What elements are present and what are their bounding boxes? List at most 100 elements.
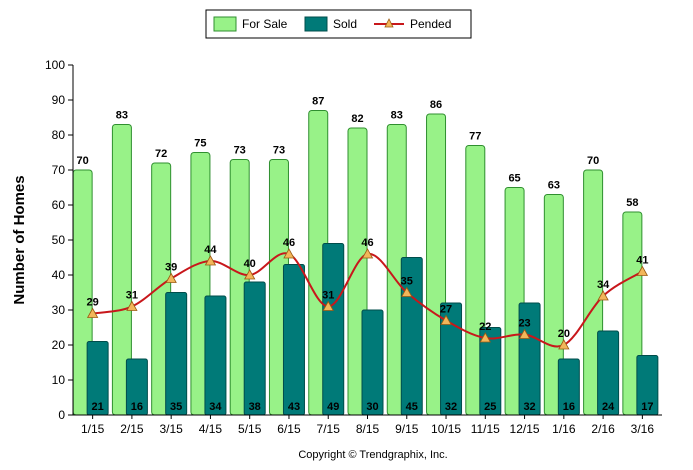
- x-tick-label: 3/15: [159, 422, 183, 436]
- x-tick-label: 8/15: [356, 422, 380, 436]
- pended-marker: [558, 339, 570, 350]
- pended-marker: [244, 269, 256, 280]
- sold-bar: [322, 243, 345, 416]
- x-tick-label: 2/15: [120, 422, 144, 436]
- pended-value-label: 46: [283, 237, 295, 249]
- sold-value-label: 45: [406, 401, 418, 413]
- x-tick-label: 11/15: [471, 422, 500, 436]
- pended-marker: [322, 300, 334, 311]
- for-sale-value-label: 75: [194, 138, 206, 150]
- pended-value-label: 39: [165, 262, 177, 274]
- y-tick-label: 30: [52, 303, 66, 317]
- x-tick-label: 9/15: [395, 422, 419, 436]
- sold-value-label: 35: [170, 401, 182, 413]
- for-sale-value-label: 87: [312, 96, 324, 108]
- sold-bar: [361, 309, 384, 416]
- pended-value-label: 46: [361, 237, 373, 249]
- for-sale-value-label: 83: [391, 110, 403, 122]
- y-tick-label: 40: [52, 268, 66, 282]
- sold-value-label: 43: [288, 401, 300, 413]
- sold-value-label: 49: [327, 401, 339, 413]
- pended-value-label: 23: [518, 318, 530, 330]
- x-tick-label: 2/16: [591, 422, 615, 436]
- x-tick-label: 10/15: [431, 422, 461, 436]
- for-sale-value-label: 70: [587, 155, 599, 167]
- for-sale-value-label: 65: [508, 173, 520, 185]
- y-tick-label: 20: [52, 338, 66, 352]
- y-tick-label: 0: [58, 408, 65, 422]
- pended-marker: [361, 248, 374, 259]
- sold-value-label: 32: [523, 401, 535, 413]
- pended-marker: [165, 272, 177, 283]
- sold-value-label: 38: [249, 401, 261, 413]
- sold-value-label: 16: [563, 401, 575, 413]
- for-sale-value-label: 82: [351, 113, 363, 125]
- pended-marker: [636, 265, 649, 276]
- sold-value-label: 25: [484, 401, 496, 413]
- pended-value-label: 35: [401, 276, 413, 288]
- x-tick-label: 12/15: [510, 422, 540, 436]
- sold-bar: [243, 281, 266, 416]
- y-tick-label: 10: [52, 373, 66, 387]
- y-tick-label: 90: [52, 93, 66, 107]
- pended-marker: [518, 328, 531, 339]
- pended-marker: [479, 332, 491, 343]
- sold-value-label: 24: [602, 401, 615, 413]
- sold-value-label: 32: [445, 401, 457, 413]
- legend-pended-marker: [384, 18, 394, 28]
- sold-value-label: 17: [641, 401, 653, 413]
- x-tick-label: 6/15: [277, 422, 301, 436]
- pended-value-label: 34: [597, 279, 610, 291]
- pended-marker: [440, 314, 452, 325]
- sold-value-label: 34: [209, 401, 222, 413]
- y-tick-label: 50: [52, 233, 66, 247]
- for-sale-value-label: 73: [273, 145, 285, 157]
- x-tick-label: 3/16: [631, 422, 655, 436]
- legend-for-sale-swatch: [213, 16, 237, 32]
- legend-sold-swatch: [304, 16, 328, 32]
- for-sale-value-label: 72: [155, 148, 167, 160]
- sold-bar: [165, 292, 188, 416]
- pended-value-label: 41: [636, 255, 648, 267]
- for-sale-value-label: 73: [234, 145, 246, 157]
- pended-marker: [283, 248, 295, 259]
- for-sale-value-label: 77: [469, 131, 481, 143]
- plot-area: 0 10 20 30 40 50 60 70 80 90 100 1/15 2/15 3/15 4/15 5/…: [45, 58, 662, 436]
- pended-value-label: 40: [244, 258, 256, 270]
- y-tick-label: 60: [52, 198, 66, 212]
- x-tick-label: 5/15: [238, 422, 262, 436]
- sold-value-label: 21: [92, 401, 104, 413]
- legend-sold-label: Sold: [333, 17, 357, 31]
- y-tick-label: 80: [52, 128, 66, 142]
- pended-value-label: 22: [479, 321, 491, 333]
- for-sale-value-label: 83: [116, 110, 128, 122]
- for-sale-value-label: 63: [548, 180, 560, 192]
- pended-value-label: 20: [558, 328, 570, 340]
- pended-value-label: 44: [204, 244, 217, 256]
- x-tick-label: 1/16: [552, 422, 576, 436]
- pended-marker: [126, 300, 138, 311]
- legend-pended-label: Pended: [410, 17, 451, 31]
- legend-box: [205, 9, 472, 39]
- y-axis-label: Number of Homes: [11, 175, 28, 304]
- x-tick-label: 4/15: [199, 422, 223, 436]
- legend: For Sale Sold Pended: [205, 9, 472, 39]
- pended-value-label: 31: [126, 290, 138, 302]
- x-tick-label: 1/15: [81, 422, 105, 436]
- pended-marker: [204, 255, 217, 266]
- pended-value-label: 29: [87, 297, 99, 309]
- for-sale-value-label: 58: [626, 197, 638, 209]
- y-tick-label: 100: [45, 58, 65, 72]
- sold-value-label: 30: [366, 401, 378, 413]
- legend-for-sale-label: For Sale: [242, 17, 288, 31]
- x-tick-label: 7/15: [317, 422, 341, 436]
- pended-value-label: 31: [322, 290, 334, 302]
- pended-marker: [597, 290, 609, 301]
- sold-value-label: 16: [131, 401, 143, 413]
- sold-bar: [282, 264, 305, 416]
- copyright-text: Copyright © Trendgraphix, Inc.: [298, 449, 447, 461]
- for-sale-value-label: 86: [430, 99, 442, 111]
- pended-marker: [86, 307, 99, 318]
- y-tick-label: 70: [52, 163, 66, 177]
